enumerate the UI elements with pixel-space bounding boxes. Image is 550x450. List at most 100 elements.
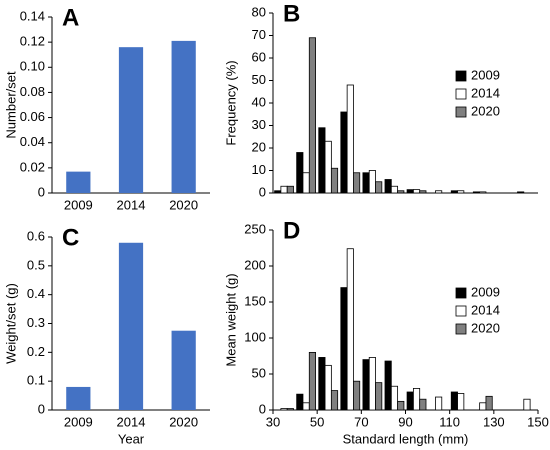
bar: [406, 391, 414, 411]
y-tick-label: 0.5: [27, 257, 45, 272]
legend-swatch: [455, 287, 467, 299]
y-axis-label: Mean weight (g): [223, 273, 238, 366]
y-tick-label: 80: [252, 4, 266, 19]
y-tick-label: 50: [252, 72, 266, 87]
bar: [171, 330, 196, 410]
x-tick-label: 150: [527, 414, 549, 429]
y-tick-label: 20: [252, 139, 266, 154]
y-tick-label: 0: [38, 184, 45, 199]
bar: [450, 391, 458, 411]
bar: [318, 357, 326, 411]
bar: [397, 190, 405, 194]
bar: [296, 152, 304, 194]
bar: [412, 387, 421, 411]
legend-swatch: [455, 88, 467, 100]
y-tick-label: 0: [259, 184, 266, 199]
bar: [118, 242, 144, 410]
bar: [340, 111, 348, 194]
y-tick-label: 200: [244, 257, 266, 272]
legend-label: 2020: [471, 103, 500, 118]
bar: [406, 189, 414, 194]
bar: [296, 393, 304, 411]
bar: [390, 385, 399, 411]
y-tick-label: 0.10: [20, 59, 45, 74]
y-tick-label: 40: [252, 94, 266, 109]
panel-label: C: [62, 224, 79, 251]
bar: [324, 140, 332, 194]
bar: [485, 395, 493, 411]
legend-label: 2014: [471, 302, 500, 317]
y-tick-label: 70: [252, 27, 266, 42]
bar: [368, 170, 376, 194]
x-tick-label: 130: [483, 414, 505, 429]
x-tick-label: 50: [310, 414, 324, 429]
bar: [472, 191, 481, 194]
y-axis-label: Frequency (%): [223, 60, 238, 145]
y-axis-label: Number/set: [3, 71, 18, 139]
y-tick-label: 0.06: [20, 109, 45, 124]
y-tick-label: 0.4: [27, 286, 45, 301]
bar: [457, 190, 465, 194]
legend-swatch: [455, 70, 467, 82]
legend-label: 2009: [471, 284, 500, 299]
bar: [118, 47, 144, 193]
bar: [412, 189, 421, 194]
bar: [346, 84, 354, 194]
x-tick-label: 2009: [64, 197, 93, 212]
bar: [479, 402, 487, 411]
bar: [517, 191, 525, 194]
bar: [362, 172, 370, 194]
bar: [66, 171, 91, 193]
bar: [353, 380, 361, 411]
bar: [330, 390, 339, 411]
y-tick-label: 0: [38, 401, 45, 416]
x-tick-label: 2009: [64, 414, 93, 429]
bar: [419, 398, 427, 411]
bar: [523, 398, 531, 411]
y-tick-label: 0.12: [20, 34, 45, 49]
bar: [384, 179, 392, 194]
legend-swatch: [455, 305, 467, 317]
bar: [450, 190, 458, 194]
x-tick-label: 90: [398, 414, 412, 429]
legend-label: 2020: [471, 320, 500, 335]
x-tick-label: 2020: [169, 197, 198, 212]
bar: [66, 386, 91, 410]
bar: [362, 359, 370, 411]
y-tick-label: 30: [252, 117, 266, 132]
y-tick-label: 0.04: [20, 134, 45, 149]
legend-label: 2009: [471, 67, 500, 82]
bar: [346, 248, 354, 411]
y-tick-label: 0.6: [27, 228, 45, 243]
bar: [274, 190, 282, 194]
y-tick-label: 0.2: [27, 344, 45, 359]
y-tick-label: 150: [244, 293, 266, 308]
bar: [340, 287, 348, 411]
bar: [286, 408, 294, 411]
bar: [171, 40, 196, 194]
bar: [302, 172, 310, 194]
bar: [286, 185, 294, 194]
x-tick-label: 2014: [117, 414, 146, 429]
bar: [324, 364, 332, 411]
y-tick-label: 10: [252, 162, 266, 177]
y-tick-label: 50: [252, 365, 266, 380]
panel-label: D: [283, 217, 300, 244]
bar: [435, 396, 443, 411]
legend-swatch: [455, 106, 467, 118]
bar: [302, 402, 310, 411]
legend-swatch: [455, 323, 467, 335]
bar: [397, 400, 405, 411]
x-tick-label: 30: [266, 414, 280, 429]
bar: [280, 185, 288, 194]
x-tick-label: 2020: [169, 414, 198, 429]
y-axis-label: Weight/set (g): [3, 283, 18, 364]
y-tick-label: 0.08: [20, 84, 45, 99]
bar: [375, 181, 383, 194]
x-tick-label: 110: [439, 414, 460, 429]
bar: [308, 351, 316, 411]
bar: [308, 37, 316, 194]
y-tick-label: 0.14: [20, 8, 45, 23]
y-tick-label: 0.02: [20, 159, 45, 174]
